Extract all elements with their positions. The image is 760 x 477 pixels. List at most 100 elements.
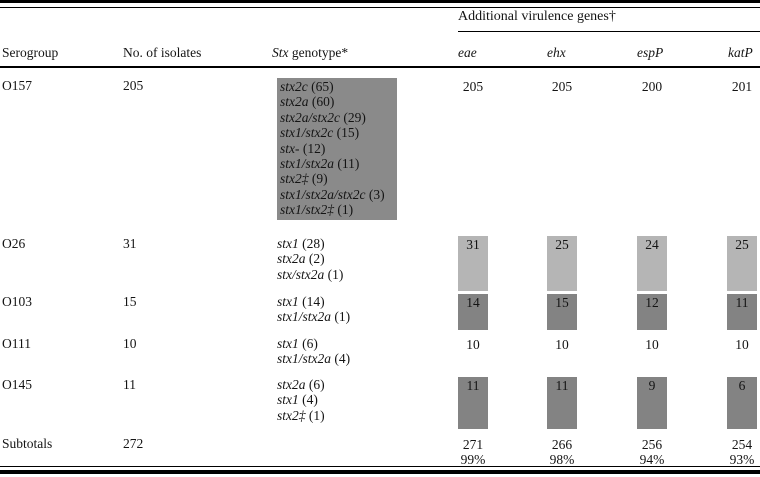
genotype-line: stx2a (2) bbox=[277, 251, 325, 267]
genotype-shaded-box: stx2c (65) stx2a (60) stx2a/stx2c (29) s… bbox=[277, 78, 397, 220]
column-header-isolates: No. of isolates bbox=[123, 45, 202, 60]
top-rule-thin bbox=[0, 7, 760, 8]
gene-value-shaded: 14 bbox=[458, 294, 488, 330]
genotype-line: stx1 (4) bbox=[277, 392, 318, 408]
gene-cell-espP: 9 bbox=[637, 377, 727, 429]
gene-value: 10 bbox=[555, 337, 569, 352]
genotype-line: stx1 (14) bbox=[277, 294, 325, 309]
subtotals-label: Subtotals bbox=[2, 436, 53, 451]
table-row-o157: O157 205 stx2c (65) stx2a (60) stx2a/stx… bbox=[0, 78, 760, 236]
genotype-header-italic: Stx bbox=[272, 45, 289, 60]
gene-value-shaded: 15 bbox=[547, 294, 577, 330]
subtotal-value: 266 98% bbox=[549, 437, 575, 468]
subtotal-value: 256 94% bbox=[639, 437, 665, 468]
gene-cell-katP: 6 bbox=[727, 377, 760, 429]
gene-value: 10 bbox=[466, 337, 480, 352]
genotype-line: stx2a (6) bbox=[277, 377, 325, 392]
gene-cell-eae: 10 bbox=[458, 336, 547, 352]
column-header-genotype: Stx genotype* bbox=[272, 45, 348, 60]
gene-value-shaded: 6 bbox=[727, 377, 757, 429]
table-row-o111: O111 10 stx1 (6) stx1/stx2a (4) 10 10 10… bbox=[0, 336, 760, 377]
gene-value: 205 bbox=[462, 79, 484, 94]
genotype-line: stx2c (65) bbox=[280, 79, 334, 94]
subtotals-isolates: 272 bbox=[123, 436, 144, 451]
gene-cell-eae: 31 bbox=[458, 236, 547, 291]
gene-value-shaded: 11 bbox=[727, 294, 757, 330]
gene-value-shaded: 9 bbox=[637, 377, 667, 429]
table-row-o26: O26 31 stx1 (28) stx2a (2) stx/stx2a (1)… bbox=[0, 236, 760, 294]
genotype-cell: stx1 (14) stx1/stx2a (1) bbox=[272, 294, 458, 325]
top-rule-thick bbox=[0, 0, 760, 3]
gene-cell-espP: 12 bbox=[637, 294, 727, 330]
gene-value-shaded: 31 bbox=[458, 236, 488, 291]
bottom-rule-thick bbox=[0, 470, 760, 474]
serogroup-cell: O157 bbox=[2, 78, 32, 93]
spanner-rule bbox=[458, 31, 760, 32]
gene-cell-ehx: 266 98% bbox=[547, 436, 637, 468]
genotype-line: stx2a/stx2c (29) bbox=[280, 109, 366, 125]
subtotal-value: 254 93% bbox=[729, 437, 755, 468]
gene-value-shaded: 11 bbox=[458, 377, 488, 429]
gene-cell-ehx: 10 bbox=[547, 336, 637, 352]
gene-cell-katP: 254 93% bbox=[727, 436, 760, 468]
gene-value: 10 bbox=[735, 337, 749, 352]
gene-value: 205 bbox=[551, 79, 573, 94]
gene-value-shaded: 25 bbox=[547, 236, 577, 291]
gene-cell-ehx: 25 bbox=[547, 236, 637, 291]
column-header-serogroup: Serogroup bbox=[2, 45, 59, 60]
genotype-cell: stx1 (28) stx2a (2) stx/stx2a (1) bbox=[272, 236, 458, 282]
genotype-cell: stx2c (65) stx2a (60) stx2a/stx2c (29) s… bbox=[272, 78, 458, 220]
table-row-o145: O145 11 stx2a (6) stx1 (4) stx2‡ (1) 11 … bbox=[0, 377, 760, 436]
gene-cell-espP: 200 bbox=[637, 78, 727, 94]
isolates-cell: 10 bbox=[123, 336, 137, 351]
isolates-cell: 11 bbox=[123, 377, 136, 392]
genotype-line: stx2a (60) bbox=[280, 94, 335, 110]
gene-cell-ehx: 205 bbox=[547, 78, 637, 94]
genotype-line: stx1/stx2a/stx2c (3) bbox=[280, 186, 385, 202]
gene-value-shaded: 24 bbox=[637, 236, 667, 291]
genotype-line: stx1/stx2a (1) bbox=[277, 309, 351, 325]
header-rule bbox=[0, 66, 760, 68]
genotype-line: stx1/stx2a (4) bbox=[277, 351, 351, 367]
isolates-cell: 205 bbox=[123, 78, 144, 93]
gene-cell-katP: 201 bbox=[727, 78, 760, 94]
column-header-espP: espP bbox=[637, 45, 664, 60]
gene-value-shaded: 11 bbox=[547, 377, 577, 429]
genotype-line: stx1/stx2‡ (1) bbox=[280, 202, 354, 218]
column-header-ehx: ehx bbox=[547, 45, 566, 60]
gene-cell-espP: 24 bbox=[637, 236, 727, 291]
spanner-heading: Additional virulence genes† bbox=[458, 9, 616, 24]
gene-cell-katP: 10 bbox=[727, 336, 760, 352]
bottom-rule-thin bbox=[0, 466, 760, 467]
serogroup-cell: O26 bbox=[2, 236, 26, 251]
isolates-cell: 15 bbox=[123, 294, 137, 309]
genotype-line: stx- (12) bbox=[280, 140, 326, 156]
gene-cell-eae: 205 bbox=[458, 78, 547, 94]
genotype-line: stx/stx2a (1) bbox=[277, 266, 344, 282]
gene-value: 200 bbox=[641, 79, 663, 94]
serogroup-cell: O145 bbox=[2, 377, 32, 392]
genotype-line: stx1 (6) bbox=[277, 336, 318, 351]
genotype-line: stx1 (28) bbox=[277, 236, 325, 251]
genotype-line: stx1/stx2a (11) bbox=[280, 156, 360, 172]
genotype-line: stx2‡ (1) bbox=[277, 407, 325, 423]
gene-value: 10 bbox=[645, 337, 659, 352]
gene-value-shaded: 12 bbox=[637, 294, 667, 330]
gene-cell-ehx: 11 bbox=[547, 377, 637, 429]
genotype-line: stx2‡ (9) bbox=[280, 171, 328, 187]
gene-cell-eae: 14 bbox=[458, 294, 547, 330]
gene-cell-eae: 11 bbox=[458, 377, 547, 429]
gene-value: 201 bbox=[731, 79, 753, 94]
gene-cell-espP: 256 94% bbox=[637, 436, 727, 468]
column-header-eae: eae bbox=[458, 45, 477, 60]
genotype-line: stx1/stx2c (15) bbox=[280, 125, 360, 141]
column-header-katP: katP bbox=[728, 45, 753, 60]
gene-cell-katP: 11 bbox=[727, 294, 760, 330]
genotype-cell: stx2a (6) stx1 (4) stx2‡ (1) bbox=[272, 377, 458, 423]
gene-cell-eae: 271 99% bbox=[458, 436, 547, 468]
gene-value-shaded: 25 bbox=[727, 236, 757, 291]
table-row-o103: O103 15 stx1 (14) stx1/stx2a (1) 14 15 1… bbox=[0, 294, 760, 336]
table-body: O157 205 stx2c (65) stx2a (60) stx2a/stx… bbox=[0, 70, 760, 468]
gene-cell-katP: 25 bbox=[727, 236, 760, 291]
